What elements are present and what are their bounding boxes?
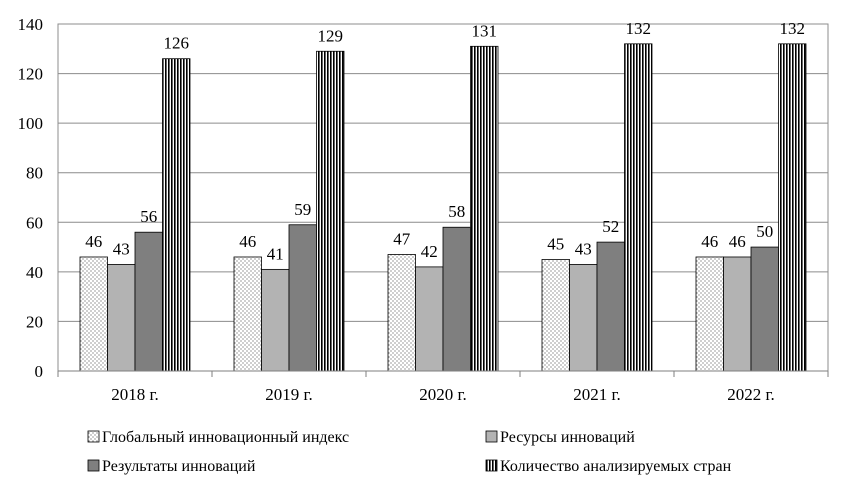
bar — [233, 256, 262, 372]
bar — [541, 259, 570, 372]
data-label: 46 — [729, 232, 746, 251]
data-label: 132 — [626, 19, 652, 38]
bar — [695, 256, 724, 372]
data-label: 46 — [239, 232, 256, 251]
bar — [316, 50, 345, 372]
y-tick-label: 100 — [18, 114, 44, 133]
bar — [79, 256, 108, 372]
y-tick-label: 20 — [26, 312, 43, 331]
x-tick-label: 2020 г. — [419, 385, 467, 404]
data-label: 56 — [140, 207, 157, 226]
legend: Глобальный инновационный индекс Ресурсы и… — [87, 429, 732, 475]
bar — [415, 266, 444, 372]
bar — [134, 231, 163, 372]
bar — [778, 43, 807, 372]
data-label: 52 — [602, 217, 619, 236]
data-label: 131 — [472, 21, 498, 40]
legend-swatch — [485, 459, 498, 472]
y-axis: 0 20 40 60 80 100 120 140 — [18, 15, 44, 381]
data-label: 126 — [164, 34, 190, 53]
bar — [162, 58, 191, 372]
data-label: 58 — [448, 202, 465, 221]
data-label: 46 — [85, 232, 102, 251]
data-label: 41 — [267, 244, 284, 263]
bar — [596, 241, 625, 372]
bar — [624, 43, 653, 372]
legend-swatch — [87, 430, 100, 443]
legend-label: Результаты инноваций — [102, 458, 256, 475]
y-tick-label: 60 — [26, 213, 43, 232]
data-label: 59 — [294, 200, 311, 219]
data-label: 47 — [393, 230, 411, 249]
data-label: 50 — [756, 222, 773, 241]
bar — [387, 254, 416, 372]
legend-label: Ресурсы инноваций — [500, 429, 635, 446]
data-label: 132 — [780, 19, 806, 38]
legend-label: Глобальный инновационный индекс — [102, 429, 349, 446]
x-tick-label: 2019 г. — [265, 385, 313, 404]
bar — [750, 246, 779, 372]
data-label: 43 — [575, 239, 592, 258]
bar — [569, 264, 598, 372]
x-axis: 2018 г. 2019 г. 2020 г. 2021 г. 2022 г. — [57, 370, 829, 404]
data-label: 45 — [547, 234, 564, 253]
y-tick-label: 140 — [18, 15, 44, 34]
data-label: 42 — [421, 242, 438, 261]
bar — [288, 224, 317, 372]
bar — [723, 256, 752, 372]
bar — [107, 264, 136, 372]
y-tick-label: 80 — [26, 164, 43, 183]
bars: 46 43 56 126 46 41 59 129 47 42 58 131 45 43 52 132 46 46… — [79, 19, 807, 372]
y-tick-label: 40 — [26, 263, 43, 282]
bar — [442, 226, 471, 372]
x-tick-label: 2021 г. — [573, 385, 621, 404]
data-label: 46 — [701, 232, 718, 251]
legend-swatch — [87, 459, 100, 472]
bar — [470, 45, 499, 372]
legend-label: Количество анализируемых стран — [500, 458, 732, 475]
x-tick-label: 2022 г. — [727, 385, 775, 404]
legend-swatch — [485, 430, 498, 443]
y-tick-label: 120 — [18, 65, 44, 84]
data-label: 43 — [113, 239, 130, 258]
data-label: 129 — [318, 26, 344, 45]
y-tick-label: 0 — [35, 362, 44, 381]
bar — [261, 268, 290, 372]
x-tick-label: 2018 г. — [111, 385, 159, 404]
